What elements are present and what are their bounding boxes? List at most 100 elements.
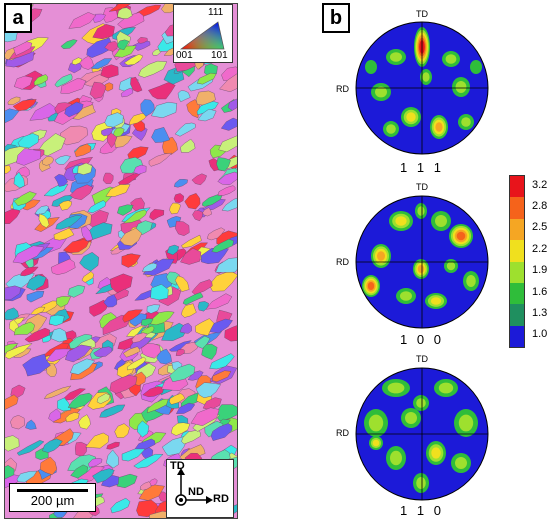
pole-density-contour bbox=[455, 457, 467, 469]
grain bbox=[174, 275, 190, 292]
grain bbox=[60, 77, 87, 94]
pole-density-contour bbox=[368, 414, 384, 432]
grain bbox=[123, 53, 144, 66]
grain bbox=[217, 171, 237, 186]
grain bbox=[13, 191, 37, 206]
grain bbox=[48, 408, 61, 423]
grain bbox=[123, 346, 141, 358]
grain bbox=[116, 473, 138, 489]
grain bbox=[103, 294, 118, 308]
pole-density-contour bbox=[445, 54, 457, 64]
grain bbox=[5, 307, 19, 321]
grain bbox=[5, 343, 33, 360]
grain bbox=[116, 39, 130, 51]
grain bbox=[169, 393, 186, 405]
grain bbox=[216, 157, 231, 172]
grain bbox=[209, 353, 235, 370]
grain bbox=[161, 436, 187, 456]
pole-density-contour bbox=[387, 382, 405, 394]
grain bbox=[12, 99, 37, 112]
grain bbox=[50, 258, 76, 276]
grain bbox=[141, 343, 161, 359]
grain bbox=[5, 394, 19, 410]
grain bbox=[54, 155, 71, 165]
grain bbox=[118, 173, 142, 186]
grain bbox=[169, 363, 196, 383]
colorbar-segment bbox=[510, 282, 524, 305]
pole-density-contour bbox=[367, 282, 375, 290]
grain bbox=[92, 13, 106, 23]
grain bbox=[191, 173, 207, 186]
grain bbox=[179, 322, 192, 334]
grain bbox=[130, 76, 143, 93]
grain bbox=[67, 284, 86, 298]
colorbar-tick-label: 2.8 bbox=[532, 200, 548, 213]
grain bbox=[22, 353, 51, 377]
grain bbox=[17, 133, 39, 149]
grain bbox=[110, 497, 131, 514]
pole-density-contour bbox=[390, 450, 402, 466]
scale-bar-label: 200 µm bbox=[30, 493, 75, 508]
pole-density-contour bbox=[458, 414, 474, 432]
colorbar-tick-label: 3.2 bbox=[532, 178, 548, 191]
grain bbox=[105, 449, 119, 469]
grain bbox=[181, 303, 197, 318]
grain bbox=[218, 135, 237, 153]
ebsd-grain-map-svg bbox=[5, 4, 237, 518]
grain bbox=[187, 370, 204, 381]
grain bbox=[16, 470, 38, 483]
grain bbox=[181, 234, 202, 249]
grain bbox=[100, 64, 119, 79]
grain bbox=[90, 58, 113, 70]
grain bbox=[54, 73, 73, 88]
colorbar-segment bbox=[510, 325, 524, 347]
grain bbox=[101, 127, 114, 137]
pole-figure-111 bbox=[351, 17, 493, 159]
grain bbox=[69, 358, 96, 375]
grain bbox=[99, 404, 126, 418]
pole-density-contour bbox=[435, 215, 447, 227]
colorbar-segment bbox=[510, 176, 524, 198]
pole-density-contour bbox=[456, 231, 466, 241]
grain bbox=[92, 468, 115, 484]
ipf-triangle-icon bbox=[179, 21, 225, 50]
panel-b-letter: b bbox=[322, 3, 350, 33]
grain bbox=[30, 306, 46, 315]
grain bbox=[108, 4, 131, 12]
grain bbox=[46, 363, 57, 378]
grain bbox=[96, 393, 111, 405]
grain bbox=[162, 136, 178, 155]
grain bbox=[62, 239, 90, 254]
pole-density-contour bbox=[446, 261, 456, 271]
grain bbox=[55, 215, 83, 230]
grain bbox=[68, 12, 97, 29]
grain bbox=[148, 82, 176, 100]
grain bbox=[202, 207, 213, 217]
pole-density-contour bbox=[377, 251, 385, 261]
grain bbox=[72, 104, 96, 120]
grain bbox=[114, 135, 133, 148]
grain bbox=[174, 122, 196, 137]
intensity-colorbar bbox=[509, 175, 525, 348]
colorbar-segment bbox=[510, 240, 524, 262]
grain bbox=[180, 247, 202, 265]
pole-density-contour bbox=[405, 412, 417, 424]
grain bbox=[13, 171, 25, 189]
panel-a-letter: a bbox=[4, 3, 32, 33]
grain bbox=[184, 193, 201, 210]
pole-density-contour bbox=[417, 206, 425, 216]
grain bbox=[121, 448, 146, 462]
grain bbox=[122, 309, 143, 323]
grain bbox=[65, 412, 80, 423]
grain bbox=[48, 314, 65, 326]
grain bbox=[190, 407, 220, 426]
grain bbox=[56, 295, 72, 308]
grain bbox=[53, 227, 75, 241]
ipf-001-label: 001 bbox=[176, 50, 193, 61]
sample-axes-box: TD ND RD bbox=[166, 459, 234, 518]
scale-bar-line bbox=[17, 489, 88, 492]
grain bbox=[131, 332, 148, 343]
grain bbox=[109, 374, 138, 394]
pole-figure-111-plot bbox=[355, 21, 489, 155]
grain bbox=[166, 244, 180, 256]
